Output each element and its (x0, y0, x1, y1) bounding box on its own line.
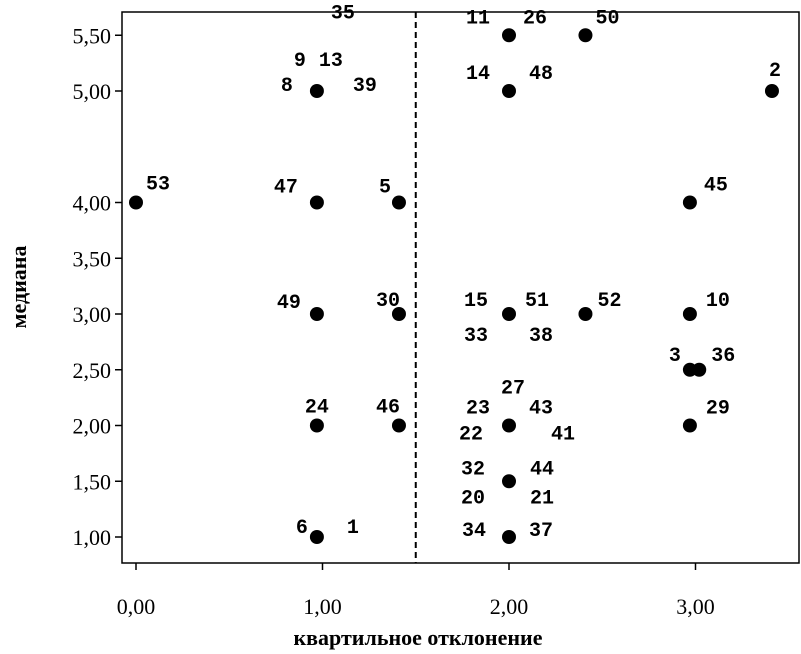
point-label: 30 (376, 290, 400, 313)
point-label: 53 (146, 174, 170, 197)
point-label: 22 (459, 424, 483, 447)
point-label: 2 (769, 60, 781, 83)
data-point (502, 530, 516, 544)
y-tick-label: 5,00 (73, 79, 112, 104)
point-label: 41 (551, 424, 575, 447)
data-point (682, 195, 697, 210)
plot-area-frame (121, 11, 800, 564)
point-label: 51 (525, 290, 549, 313)
point-label: 44 (530, 458, 554, 481)
data-point (764, 84, 779, 98)
point-label: 32 (461, 458, 485, 481)
x-tick-label: 0,00 (117, 594, 156, 619)
y-tick-label: 3,00 (73, 302, 112, 327)
y-tick-label: 4,00 (73, 191, 112, 216)
data-point (309, 307, 324, 321)
y-axis-title: медиана (6, 246, 31, 329)
point-label: 10 (706, 290, 730, 313)
point-label: 47 (274, 177, 298, 200)
data-point (502, 307, 516, 321)
point-label: 1 (347, 517, 359, 540)
point-label: 3 (669, 345, 681, 368)
point-label: 52 (597, 290, 621, 313)
x-axis-title: квартильное отклонение (294, 625, 543, 650)
point-label: 29 (706, 398, 730, 421)
point-label: 26 (523, 7, 547, 30)
data-point (502, 418, 516, 433)
x-tick-label: 1,00 (303, 594, 342, 619)
point-label: 35 (331, 3, 355, 26)
data-point (692, 362, 707, 377)
point-label: 46 (376, 397, 400, 420)
point-label: 14 (466, 63, 490, 86)
data-point (309, 195, 324, 210)
point-label: 37 (529, 520, 553, 543)
point-label: 6 (296, 517, 308, 540)
point-label: 36 (711, 345, 735, 368)
point-label: 33 (464, 325, 488, 348)
data-point (502, 84, 516, 98)
point-labels: 2531164174273519284018121126509138391448… (146, 3, 781, 544)
point-label: 49 (277, 292, 301, 315)
point-label: 13 (319, 50, 343, 73)
y-tick-label: 2,50 (73, 358, 112, 383)
point-label: 24 (305, 397, 329, 420)
y-tick-label: 5,50 (73, 23, 112, 48)
data-points (129, 28, 779, 544)
point-label: 23 (466, 398, 490, 421)
data-point (682, 307, 697, 321)
point-label: 50 (595, 7, 619, 30)
point-label: 9 (294, 50, 306, 73)
data-point (309, 530, 324, 544)
point-label: 38 (529, 325, 553, 348)
data-point (578, 307, 593, 321)
data-point (391, 418, 406, 433)
y-tick-label: 1,50 (73, 469, 112, 494)
y-tick-label: 3,50 (73, 246, 112, 271)
point-label: 45 (704, 175, 728, 198)
x-tick-label: 2,00 (490, 594, 529, 619)
point-label: 15 (464, 290, 488, 313)
point-label: 21 (530, 487, 554, 510)
point-label: 5 (379, 177, 391, 200)
point-label: 39 (353, 75, 377, 98)
point-label: 27 (501, 378, 525, 401)
point-label: 43 (529, 398, 553, 421)
y-tick-label: 1,00 (73, 525, 112, 550)
point-label: 48 (529, 63, 553, 86)
point-label: 8 (281, 75, 293, 98)
data-point (682, 418, 697, 433)
point-label: 11 (466, 7, 490, 30)
data-point (502, 474, 516, 489)
point-label: 20 (461, 487, 485, 510)
data-point (309, 84, 324, 98)
data-point (391, 195, 406, 210)
data-point (129, 195, 143, 210)
x-tick-label: 3,00 (676, 594, 715, 619)
point-label: 34 (462, 520, 486, 543)
data-point (391, 307, 406, 321)
axis-ticks: 0,00 1,00 2,00 3,00 1,00 1,50 2,00 2,50 3,00 3,50… (73, 23, 715, 619)
data-point (309, 418, 324, 433)
data-point (502, 28, 516, 43)
data-point (578, 28, 593, 43)
y-tick-label: 2,00 (73, 414, 112, 439)
